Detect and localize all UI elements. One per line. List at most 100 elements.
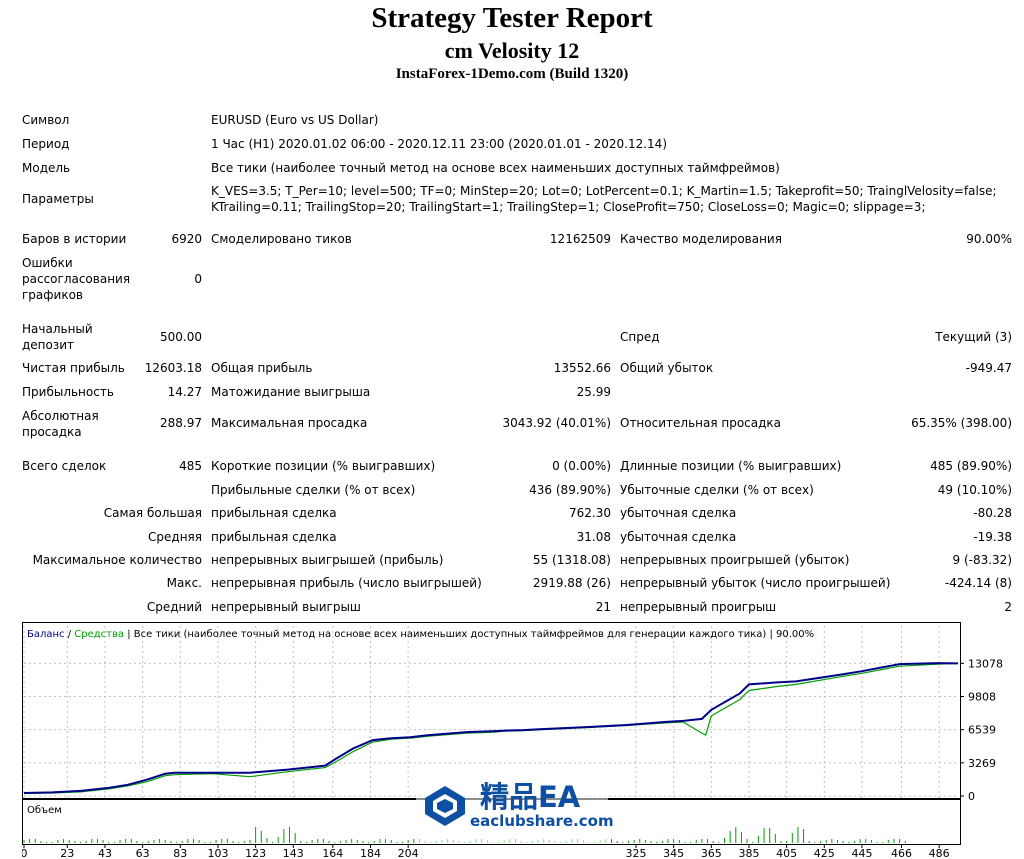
- profit-factor-value: 14.27: [167, 385, 202, 399]
- x-tick-label: 445: [851, 847, 872, 859]
- max-drawdown-label: Максимальная просадка: [211, 416, 368, 430]
- x-tick-label: 63: [136, 847, 150, 859]
- profit-trades-label: Прибыльные сделки (% от всех): [211, 483, 416, 497]
- x-tick-label: 486: [929, 847, 950, 859]
- max-drawdown-value: 3043.92 (40.01%): [502, 416, 611, 430]
- x-tick-label: 184: [360, 847, 381, 859]
- legend-rest: | Все тики (наиболее точный метод на осн…: [124, 629, 814, 640]
- x-tick-label: 23: [60, 847, 74, 859]
- max-cons-profit-label: непрерывная прибыль (число выигрышей): [211, 576, 482, 590]
- volume-label: Объем: [27, 805, 62, 816]
- params-line-1: K_VES=3.5; T_Per=10; level=500; TF=0; Mi…: [211, 184, 997, 198]
- model-label: Модель: [22, 161, 71, 175]
- symbol-value: EURUSD (Euro vs US Dollar): [211, 113, 379, 127]
- gross-profit-value: 13552.66: [553, 361, 611, 375]
- long-positions-value: 485 (89.90%): [930, 459, 1012, 473]
- x-tick-label: 83: [173, 847, 187, 859]
- legend-sep: /: [65, 629, 75, 640]
- period-value: 1 Час (H1) 2020.01.02 06:00 - 2020.12.11…: [211, 137, 667, 151]
- bars-value: 6920: [171, 232, 202, 246]
- bars-label: Баров в истории: [22, 232, 127, 246]
- rel-drawdown-label: Относительная просадка: [620, 416, 782, 430]
- spread-label: Спред: [620, 330, 660, 344]
- average-label: Средняя: [148, 530, 202, 544]
- x-tick-labels: 0 23 43 63 83 103 123 143 164 184 204 325 345 365 385 4…: [22, 844, 950, 859]
- watermark-site: eaclubshare.com: [470, 812, 614, 830]
- model-value: Все тики (наиболее точный метод на основ…: [211, 161, 780, 175]
- largest-label: Самая большая: [103, 506, 202, 520]
- y-tick-label: 6539: [968, 724, 996, 737]
- avg-cons-losses-label: непрерывный проигрыш: [620, 600, 777, 614]
- grid-layer: [23, 626, 958, 798]
- ticks-label: Смоделировано тиков: [211, 232, 352, 246]
- avg-loss-label: убыточная сделка: [620, 530, 737, 544]
- legend-equity: Средства: [74, 629, 124, 640]
- x-tick-label: 425: [814, 847, 835, 859]
- ticks-value: 12162509: [549, 232, 611, 246]
- y-tick-label: 13078: [968, 657, 1003, 670]
- abs-drawdown-label: Абсолютная просадка: [22, 409, 99, 439]
- x-tick-label: 43: [98, 847, 112, 859]
- watermark-title: 精品EA: [480, 780, 581, 814]
- spread-value: Текущий (3): [935, 330, 1012, 344]
- max-cons-wins-label: непрерывных выигрышей (прибыль): [211, 553, 444, 567]
- x-tick-label: 345: [663, 847, 684, 859]
- report-title: Strategy Tester Report: [371, 2, 653, 34]
- profit-factor-label: Прибыльность: [22, 385, 114, 399]
- x-tick-label: 103: [207, 847, 228, 859]
- long-positions-label: Длинные позиции (% выигравших): [620, 459, 842, 473]
- avg-cons-wins-label: непрерывный выигрыш: [211, 600, 361, 614]
- expert-name: cm Velosity 12: [444, 38, 580, 63]
- avg-cons-label: Средний: [146, 600, 202, 614]
- loss-trades-label: Убыточные сделки (% от всех): [620, 483, 814, 497]
- abs-drawdown-value: 288.97: [160, 416, 202, 430]
- max-cons-loss-label: непрерывный убыток (число проигрышей): [620, 576, 891, 590]
- x-tick-label: 325: [625, 847, 646, 859]
- x-tick-label: 466: [891, 847, 912, 859]
- x-tick-label: 143: [283, 847, 304, 859]
- profit-trades-value: 436 (89.90%): [529, 483, 611, 497]
- largest-profit-label: прибыльная сделка: [211, 506, 337, 520]
- expected-payoff-value: 25.99: [576, 385, 611, 399]
- avg-cons-losses-value: 2: [1004, 600, 1012, 614]
- short-positions-label: Короткие позиции (% выигравших): [211, 459, 436, 473]
- deposit-label: Начальный депозит: [22, 322, 93, 352]
- quality-value: 90.00%: [966, 232, 1012, 246]
- total-trades-label: Всего сделок: [22, 459, 107, 473]
- y-tick-labels: 13078 9808 6539 3269 0: [960, 657, 1003, 803]
- x-tick-label: 204: [398, 847, 419, 859]
- series-line-balance: [23, 662, 959, 794]
- net-profit-label: Чистая прибыль: [22, 361, 125, 375]
- rel-drawdown-value: 65.35% (398.00): [911, 416, 1012, 430]
- gross-loss-label: Общий убыток: [620, 361, 714, 375]
- total-trades-value: 485: [179, 459, 202, 473]
- chart-legend: Баланс / Средства | Все тики (наиболее т…: [27, 629, 814, 640]
- y-tick-label: 0: [968, 790, 975, 803]
- x-tick-label: 123: [245, 847, 266, 859]
- deposit-value: 500.00: [160, 330, 202, 344]
- max-cons-wins-value: 55 (1318.08): [532, 553, 611, 567]
- gross-loss-value: -949.47: [965, 361, 1012, 375]
- max-label: Макс.: [166, 576, 202, 590]
- quality-label: Качество моделирования: [620, 232, 782, 246]
- watermark: 精品EA eaclubshare.com: [416, 768, 614, 844]
- legend-balance: Баланс: [27, 629, 65, 640]
- largest-loss-label: убыточная сделка: [620, 506, 737, 520]
- x-tick-label: 405: [776, 847, 797, 859]
- avg-loss-value: -19.38: [973, 530, 1012, 544]
- max-cons-losses-value: 9 (-83.32): [952, 553, 1013, 567]
- symbol-label: Символ: [22, 113, 70, 127]
- period-label: Период: [22, 137, 70, 151]
- mismatch-value: 0: [194, 272, 202, 286]
- params-label: Параметры: [22, 192, 94, 206]
- x-tick-label: 385: [738, 847, 759, 859]
- y-tick-label: 9808: [968, 691, 996, 704]
- avg-cons-wins-value: 21: [595, 600, 611, 614]
- server-info: InstaForex-1Demo.com (Build 1320): [395, 66, 629, 82]
- watermark-logo-icon: [425, 786, 465, 826]
- params-line-2: KTrailing=0.11; TrailingStop=20; Trailin…: [211, 200, 926, 214]
- max-count-label: Максимальное количество: [32, 553, 202, 567]
- net-profit-value: 12603.18: [144, 361, 202, 375]
- largest-profit-value: 762.30: [569, 506, 611, 520]
- loss-trades-value: 49 (10.10%): [937, 483, 1012, 497]
